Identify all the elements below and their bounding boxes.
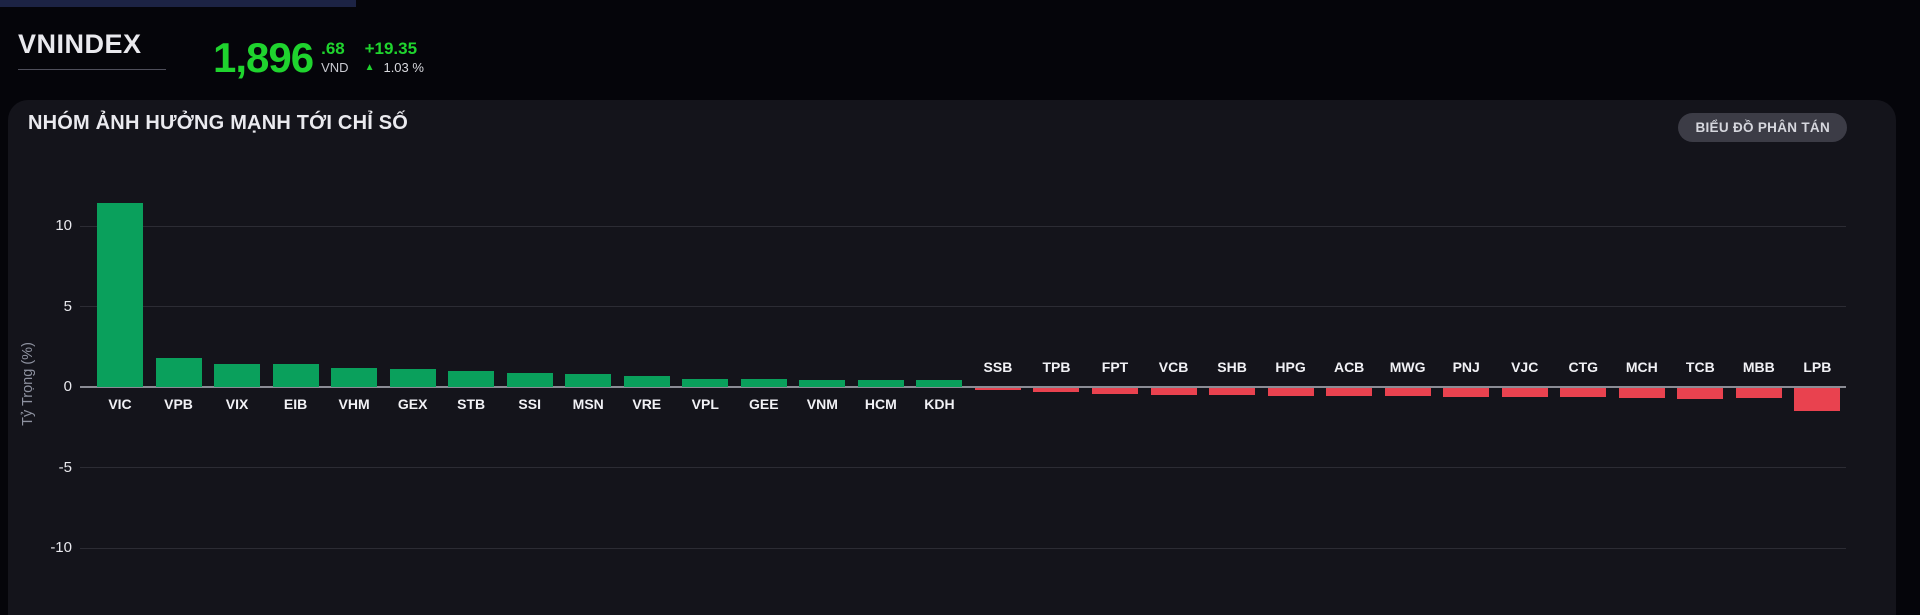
- bar-label-gee: GEE: [749, 396, 779, 412]
- bar-hpg[interactable]: [1267, 388, 1314, 396]
- bar-tcb[interactable]: [1677, 388, 1724, 399]
- bar-gee[interactable]: [740, 379, 787, 387]
- index-header: VNINDEX 1,896 .68 VND +19.35 ▲ 1.03 %: [0, 7, 1920, 100]
- bar-label-shb: SHB: [1217, 359, 1247, 375]
- bar-label-hpg: HPG: [1275, 359, 1306, 375]
- influence-panel: NHÓM ẢNH HƯỞNG MẠNH TỚI CHỈ SỐ BIỂU ĐỒ P…: [8, 100, 1896, 615]
- scatter-chart-button[interactable]: BIỂU ĐỒ PHÂN TÁN: [1678, 113, 1847, 142]
- bar-label-pnj: PNJ: [1452, 359, 1480, 375]
- gridline: [80, 467, 1846, 468]
- bar-label-vre: VRE: [632, 396, 662, 412]
- bar-label-acb: ACB: [1333, 359, 1365, 375]
- gridline: [80, 306, 1846, 307]
- bar-label-ssb: SSB: [983, 359, 1013, 375]
- bar-label-lpb: LPB: [1803, 359, 1832, 375]
- y-tick-label: -5: [58, 458, 72, 476]
- bar-hcm[interactable]: [857, 379, 904, 387]
- bar-label-vcb: VCB: [1158, 359, 1189, 375]
- bar-label-eib: EIB: [283, 396, 308, 412]
- y-tick-label: 10: [55, 217, 72, 234]
- y-tick-label: 0: [63, 378, 72, 395]
- bar-shb[interactable]: [1209, 388, 1256, 395]
- bar-acb[interactable]: [1326, 388, 1373, 396]
- gridline: [80, 547, 1846, 549]
- zero-gridline: [80, 386, 1846, 388]
- bar-mwg[interactable]: [1384, 388, 1431, 396]
- price-decimal-block: .68 VND: [321, 38, 348, 75]
- bar-label-vnm: VNM: [806, 396, 838, 412]
- bar-eib[interactable]: [272, 364, 319, 387]
- bar-ssi[interactable]: [506, 373, 553, 387]
- bar-vic[interactable]: [97, 203, 143, 387]
- bar-label-ssi: SSI: [518, 396, 541, 412]
- bar-vpb[interactable]: [155, 358, 202, 387]
- bar-label-fpt: FPT: [1101, 359, 1129, 375]
- bar-label-tcb: TCB: [1685, 359, 1715, 375]
- bar-label-vix: VIX: [225, 396, 249, 412]
- index-change: +19.35: [364, 39, 418, 58]
- bar-vre[interactable]: [623, 376, 670, 387]
- index-price: 1,896: [213, 34, 314, 81]
- index-change-percent: 1.03 %: [383, 60, 424, 75]
- bar-mch[interactable]: [1618, 388, 1665, 398]
- bar-label-kdh: KDH: [924, 396, 955, 412]
- change-block: +19.35 ▲ 1.03 %: [365, 38, 424, 75]
- bar-label-mbb: MBB: [1742, 359, 1775, 375]
- bar-stb[interactable]: [448, 370, 495, 387]
- index-quote: 1,896 .68 VND +19.35 ▲ 1.03 %: [213, 34, 424, 81]
- bar-label-vjc: VJC: [1511, 359, 1539, 375]
- bar-label-vhm: VHM: [338, 396, 370, 412]
- bar-label-vpb: VPB: [164, 396, 193, 412]
- bar-pnj[interactable]: [1443, 388, 1490, 397]
- bar-kdh[interactable]: [916, 379, 963, 387]
- bar-label-msn: MSN: [572, 396, 604, 412]
- bar-vnm[interactable]: [799, 379, 846, 387]
- gridline: [80, 225, 1846, 227]
- bar-vix[interactable]: [214, 363, 261, 387]
- bar-label-ctg: CTG: [1568, 359, 1599, 375]
- bar-vjc[interactable]: [1501, 388, 1548, 397]
- index-selector[interactable]: VNINDEX: [18, 29, 166, 70]
- bar-label-vic: VIC: [108, 396, 132, 412]
- index-underline: [18, 69, 166, 70]
- currency-label: VND: [321, 60, 349, 75]
- bar-vcb[interactable]: [1150, 388, 1197, 395]
- bar-gex[interactable]: [389, 369, 436, 387]
- index-price-decimal: .68: [321, 39, 345, 58]
- bar-label-tpb: TPB: [1042, 359, 1071, 375]
- bar-mbb[interactable]: [1735, 388, 1782, 399]
- influence-bar-chart: Tỷ Trọng (%) 10 5 0 -5 -10 VIC VPB VIX EIB VHM GEX…: [8, 100, 1896, 615]
- bar-vhm[interactable]: [331, 367, 378, 387]
- top-nav-strip: [0, 0, 356, 7]
- bar-label-hcm: HCM: [864, 396, 897, 412]
- bar-msn[interactable]: [565, 374, 612, 387]
- bar-ssb[interactable]: [974, 388, 1021, 390]
- up-arrow-icon: ▲: [364, 62, 375, 73]
- panel-title: NHÓM ẢNH HƯỞNG MẠNH TỚI CHỈ SỐ: [28, 112, 409, 134]
- bar-label-stb: STB: [457, 396, 486, 412]
- bar-label-mch: MCH: [1625, 359, 1658, 375]
- bar-ctg[interactable]: [1560, 388, 1607, 398]
- bar-vpl[interactable]: [682, 378, 729, 387]
- y-tick-label: 5: [63, 297, 72, 315]
- bar-lpb[interactable]: [1794, 388, 1841, 412]
- y-tick-label: -10: [50, 539, 72, 556]
- bar-label-gex: GEX: [397, 396, 428, 412]
- bar-label-vpl: VPL: [691, 396, 719, 412]
- bar-label-mwg: MWG: [1389, 359, 1426, 375]
- index-name: VNINDEX: [18, 29, 142, 59]
- bar-tpb[interactable]: [1033, 388, 1080, 393]
- bar-fpt[interactable]: [1092, 388, 1138, 395]
